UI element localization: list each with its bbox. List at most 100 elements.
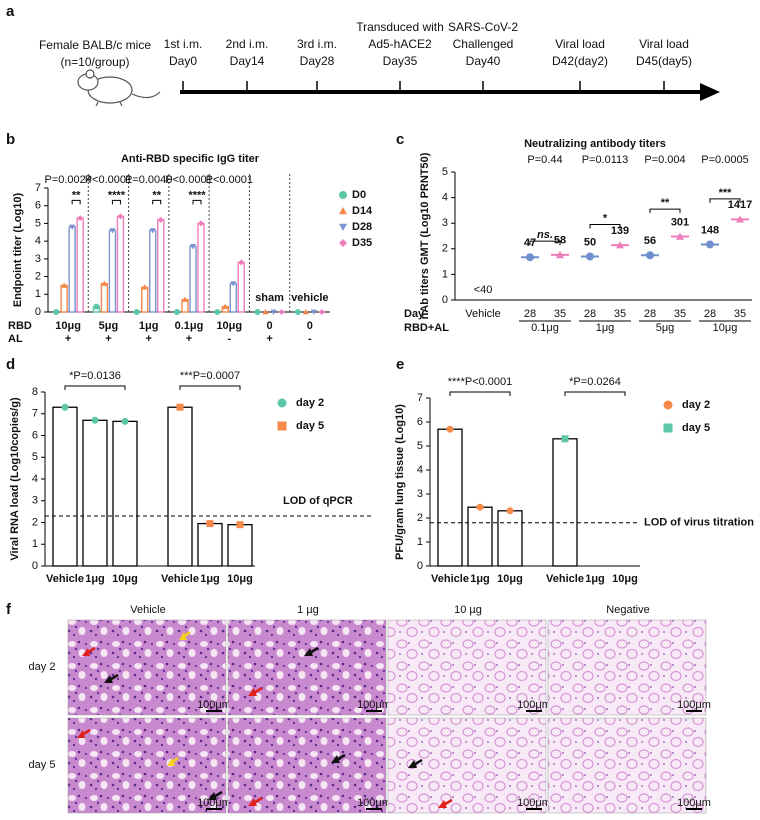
event-label: 2nd i.m. — [226, 37, 269, 51]
bar-marker — [133, 309, 140, 315]
chart-title: Anti-RBD specific IgG titer — [121, 153, 260, 165]
bar — [437, 428, 463, 567]
x-tick-label: 10μg — [713, 322, 738, 334]
bar-marker — [254, 309, 261, 315]
histology-image — [387, 619, 547, 716]
cohort-label: (n=10/group) — [60, 55, 129, 69]
legend-label: D0 — [352, 189, 366, 201]
timeline: Female BALB/c mice (n=10/group) 1st i.m. Da… — [39, 20, 692, 92]
significance-label: **** — [188, 189, 206, 201]
column-label: Negative — [606, 604, 649, 616]
y-axis-label: Viral RNA load (Log10copies/g) — [9, 397, 21, 561]
bar — [467, 506, 493, 567]
value-label: 301 — [671, 216, 689, 228]
p-value: P<0.0001 — [165, 174, 212, 186]
p-value: P=0.0005 — [701, 154, 748, 166]
bar-marker — [157, 216, 164, 223]
x-tick-label: 0.1μg — [175, 320, 204, 332]
x-tick-label: 10μg — [612, 573, 638, 585]
bar — [112, 420, 138, 567]
day-label: 35 — [614, 308, 626, 320]
bar — [189, 245, 197, 313]
significance-bracket — [649, 208, 681, 214]
histology-image — [547, 619, 707, 716]
mean-marker — [676, 232, 684, 240]
event-label: Day28 — [300, 54, 335, 68]
event-label: Challenged — [453, 37, 514, 51]
y-tick-label: 3 — [417, 488, 423, 500]
scale-bar-label: 100μm — [677, 699, 711, 711]
event-label: 3rd i.m. — [297, 37, 337, 51]
bar — [52, 406, 78, 567]
column-label: Vehicle — [130, 604, 165, 616]
y-axis-label: nAb titers GMT (Log10 PRNT50) — [419, 152, 431, 319]
mean-marker — [616, 241, 624, 249]
bar — [141, 286, 149, 313]
bar — [497, 510, 523, 567]
significance-label: * — [603, 212, 608, 224]
y-axis-label: PFU/gram lung tissue (Log10) — [394, 404, 406, 560]
bar-marker — [230, 281, 237, 287]
comparison-label: ****P<0.0001 — [448, 376, 513, 388]
legend-marker — [277, 398, 287, 408]
bar-marker — [236, 521, 244, 529]
bar — [82, 419, 108, 567]
bar — [60, 284, 68, 313]
y-tick-label: 7 — [32, 408, 38, 420]
legend-label: day 5 — [682, 422, 710, 434]
bar-marker — [176, 403, 184, 411]
x-tick-label: 1μg — [85, 573, 105, 585]
bar-marker — [446, 425, 454, 433]
y-tick-label: 0 — [442, 294, 448, 306]
bar — [237, 261, 245, 313]
bar — [197, 522, 223, 567]
x-tick-label: 0 — [307, 320, 313, 332]
p-value: P=0.004 — [644, 154, 685, 166]
y-tick-label: 2 — [35, 270, 41, 282]
significance-label: *** — [719, 187, 733, 199]
x-tick-label: Vehicle — [46, 573, 84, 585]
row-label: RBD — [8, 320, 32, 332]
scale-bar-label: 100μm — [517, 797, 551, 809]
y-tick-label: 4 — [417, 464, 423, 476]
bar — [229, 282, 237, 313]
y-tick-label: 2 — [442, 243, 448, 255]
value-label: 148 — [701, 224, 719, 236]
mean-marker — [556, 250, 564, 259]
p-value: P=0.0040 — [125, 174, 172, 186]
x-tick-label: 1μg — [585, 573, 605, 585]
control-label: Vehicle — [465, 308, 500, 320]
legend-marker — [663, 423, 673, 433]
day-label: 35 — [734, 308, 746, 320]
bar-marker — [121, 417, 129, 425]
value-label: 56 — [644, 235, 656, 247]
significance-bracket — [152, 199, 162, 205]
legend-marker — [277, 421, 287, 431]
x-tick-label: 1μg — [596, 322, 615, 334]
y-tick-label: 0 — [417, 560, 423, 572]
day-label: 28 — [524, 308, 536, 320]
bar-marker — [262, 309, 269, 315]
legend-label: day 2 — [296, 397, 324, 409]
histology-image — [227, 619, 387, 716]
significance-label: **** — [108, 189, 126, 201]
bar-marker — [302, 309, 309, 315]
x-tick-label: Vehicle — [161, 573, 199, 585]
histology-image — [227, 717, 387, 814]
x-tick-label: 1μg — [470, 573, 490, 585]
bar-marker — [318, 309, 325, 315]
day-label: 28 — [644, 308, 656, 320]
y-tick-label: 4 — [442, 192, 448, 204]
legend-label: D28 — [352, 221, 372, 233]
event-label: Ad5-hACE2 — [368, 37, 432, 51]
event-label: Viral load — [555, 37, 605, 51]
histology-image — [547, 717, 707, 814]
bar-marker — [206, 520, 214, 528]
bar — [197, 222, 205, 313]
mouse-icon — [77, 69, 161, 107]
x-tick-label: Vehicle — [431, 573, 469, 585]
bar-marker — [101, 280, 108, 287]
x-tick-label: 10μg — [497, 573, 523, 585]
